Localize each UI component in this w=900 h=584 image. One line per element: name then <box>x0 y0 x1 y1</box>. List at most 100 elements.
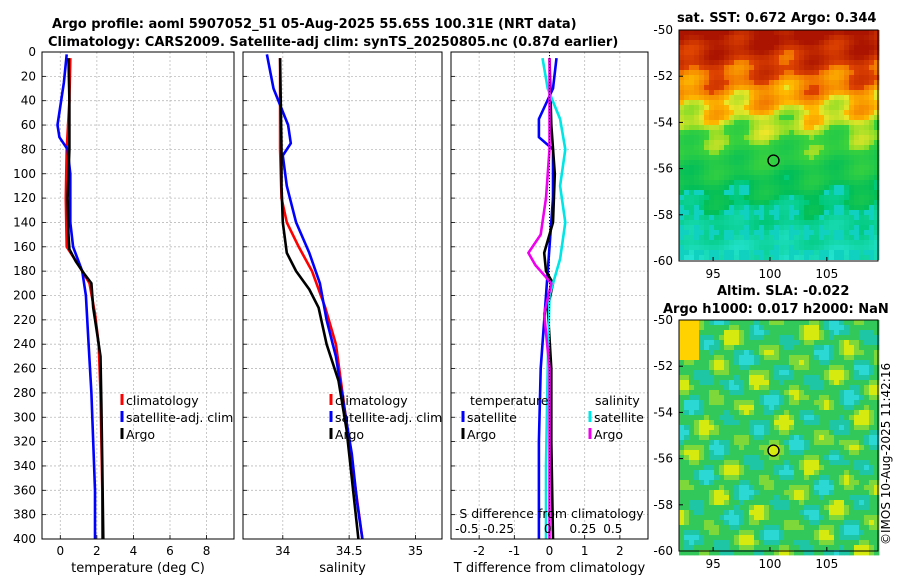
sla-map-cell <box>839 365 845 371</box>
sst-map-cell <box>834 260 840 266</box>
sla-map-cell <box>754 395 760 401</box>
sst-map-cell <box>854 125 860 131</box>
sst-map-cell <box>834 95 840 101</box>
sst-map-cell <box>804 220 810 226</box>
sst-map-cell <box>709 150 715 156</box>
sla-map-cell <box>789 335 795 341</box>
sla-map-cell <box>869 425 875 431</box>
sst-map-cell <box>854 175 860 181</box>
sla-map-cell <box>864 460 870 466</box>
sla-map-cell <box>679 360 685 366</box>
sla-map-cell <box>769 500 775 506</box>
sst-map-cell <box>679 230 685 236</box>
sla-map-cell <box>829 550 835 556</box>
sla-map-cell <box>704 360 710 366</box>
sst-map-cell <box>729 115 735 121</box>
sst-map-cell <box>874 55 880 61</box>
sst-map-cell <box>849 230 855 236</box>
sla-map-cell <box>784 525 790 531</box>
sla-map-cell <box>864 355 870 361</box>
sla-map-cell <box>779 450 785 456</box>
sla-map-cell <box>684 435 690 441</box>
sla-map-cell <box>814 450 820 456</box>
sla-map-cell <box>784 350 790 356</box>
sla-map-cell <box>829 335 835 341</box>
sla-map-cell <box>784 355 790 361</box>
sla-map-cell <box>754 320 760 326</box>
sst-map-cell <box>704 85 710 91</box>
sst-map-cell <box>864 35 870 41</box>
sst-map-cell <box>689 235 695 241</box>
sst-map-cell <box>694 235 700 241</box>
sla-map-cell <box>684 380 690 386</box>
sla-map-cell <box>784 335 790 341</box>
sst-map-cell <box>799 220 805 226</box>
sla-map-cell <box>694 540 700 546</box>
sst-map-cell <box>769 45 775 51</box>
sst-map-cell <box>829 105 835 111</box>
sst-map-cell <box>704 30 710 36</box>
sla-map-cell <box>709 425 715 431</box>
sst-map-cell <box>814 35 820 41</box>
sst-map-cell <box>739 85 745 91</box>
sst-map-cell <box>819 205 825 211</box>
sla-map-cell <box>709 500 715 506</box>
sla-map-cell <box>744 525 750 531</box>
sst-map-cell <box>729 70 735 76</box>
sla-map-cell <box>759 430 765 436</box>
sla-map-cell <box>779 430 785 436</box>
sla-map-cell <box>719 465 725 471</box>
sla-map-cell <box>814 545 820 551</box>
sla-map-cell <box>684 330 690 336</box>
sla-map-cell <box>794 460 800 466</box>
sst-map-cell <box>864 120 870 126</box>
sst-map-cell <box>859 35 865 41</box>
sla-map-cell <box>869 410 875 416</box>
sst-map-cell <box>694 225 700 231</box>
sst-map-cell <box>729 245 735 251</box>
sst-map-cell <box>704 235 710 241</box>
sst-map-cell <box>784 30 790 36</box>
sst-map-cell <box>814 175 820 181</box>
sst-map-cell <box>684 100 690 106</box>
sst-map-cell <box>794 35 800 41</box>
sla-map-cell <box>764 445 770 451</box>
sst-map-cell <box>799 190 805 196</box>
sla-map-cell <box>819 530 825 536</box>
sla-map-cell <box>819 440 825 446</box>
sst-map-cell <box>714 105 720 111</box>
sst-map-cell <box>779 35 785 41</box>
sst-map-cell <box>679 40 685 46</box>
sla-map-cell <box>754 365 760 371</box>
sla-map-cell <box>694 550 700 556</box>
sla-map-cell <box>709 405 715 411</box>
sla-map-cell <box>839 400 845 406</box>
sst-map-cell <box>769 85 775 91</box>
sst-map-cell <box>809 50 815 56</box>
sla-map-cell <box>709 360 715 366</box>
sla-map-cell <box>874 535 880 541</box>
sla-map-cell <box>774 325 780 331</box>
sst-map-cell <box>774 230 780 236</box>
sla-map-cell <box>819 345 825 351</box>
sla-map-cell <box>864 505 870 511</box>
sst-map-cell <box>814 165 820 171</box>
sst-map-cell <box>824 150 830 156</box>
sla-map-cell <box>834 395 840 401</box>
sla-map-cell <box>794 450 800 456</box>
sst-map-cell <box>749 110 755 116</box>
sst-map-cell <box>734 195 740 201</box>
sst-map-cell <box>764 115 770 121</box>
sla-map-cell <box>824 485 830 491</box>
diff-legend-temp-satellite-label: satellite <box>467 410 517 425</box>
sst-map-cell <box>774 85 780 91</box>
sla-map-cell <box>799 475 805 481</box>
sla-map-cell <box>864 420 870 426</box>
sla-map-cell <box>814 395 820 401</box>
sst-map-cell <box>869 45 875 51</box>
sla-map-cell <box>709 450 715 456</box>
sla-map-cell <box>789 340 795 346</box>
sst-map-cell <box>769 130 775 136</box>
sst-map-cell <box>679 55 685 61</box>
sst-map-cell <box>744 230 750 236</box>
